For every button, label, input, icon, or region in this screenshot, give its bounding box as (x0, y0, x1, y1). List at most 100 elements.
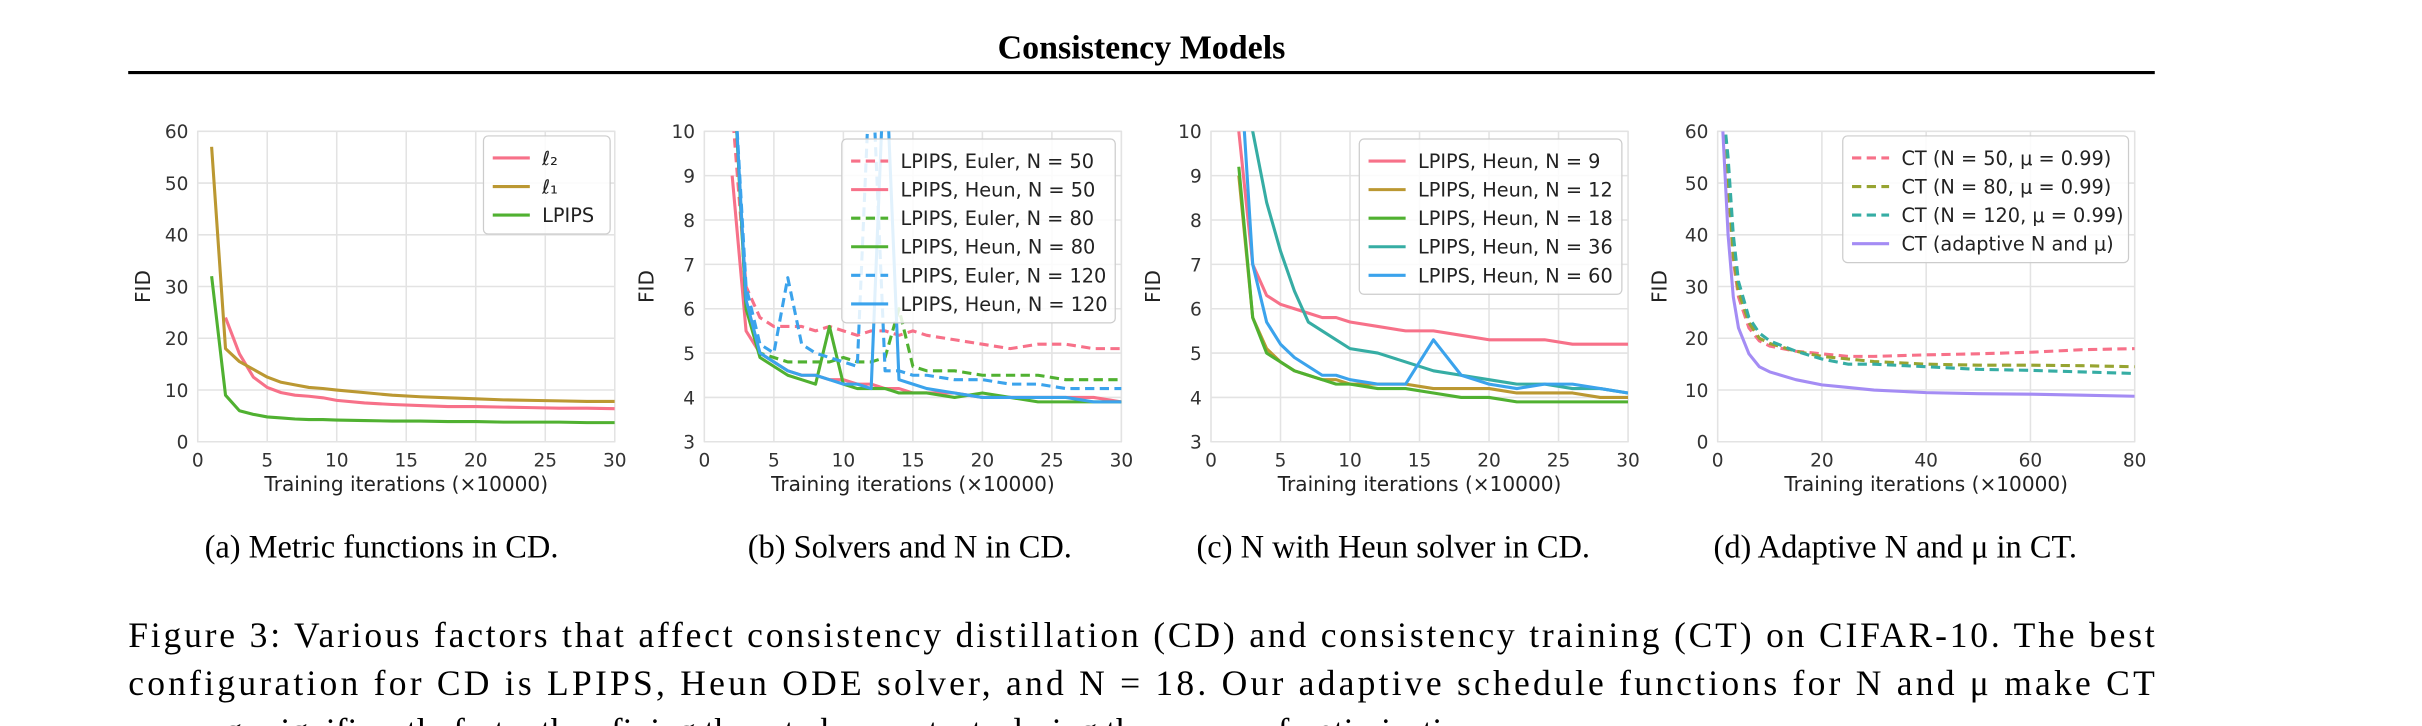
y-tick-label: 6 (1190, 300, 1202, 321)
figure-caption-line: Figure 3: Various factors that affect co… (128, 615, 2155, 655)
series-line (1721, 131, 2135, 398)
legend-entry: LPIPS, Heun, N = 36 (1418, 236, 1613, 259)
y-tick-label: 10 (1685, 381, 1709, 402)
y-tick-label: 50 (165, 174, 189, 195)
series-line (1237, 166, 1629, 404)
chart: 0 10 20 30 40 50 60 0 20 40 60 80 Training iteration… (1648, 122, 2147, 496)
y-tick-label: 4 (1190, 388, 1202, 409)
series-line (735, 131, 1122, 404)
x-tick-label: 10 (325, 450, 349, 471)
x-tick-label: 80 (2123, 450, 2147, 471)
y-tick-label: 60 (165, 122, 189, 143)
legend: LPIPS, Heun, N = 9 LPIPS, Heun, N = 12 LPI… (1358, 138, 1623, 295)
figure-caption-line: converge significantly faster than fixin… (128, 711, 1486, 726)
running-header: Consistency Models (998, 30, 1286, 67)
legend-entry: ℓ₂ (541, 147, 558, 170)
legend-entry: LPIPS, Euler, N = 50 (901, 150, 1095, 173)
x-axis-label: Training iterations (×10000) (1277, 472, 1562, 496)
x-tick-label: 15 (394, 450, 418, 471)
y-axis-label: FID (131, 270, 155, 303)
x-tick-label: 10 (832, 450, 856, 471)
x-tick-label: 40 (1914, 450, 1938, 471)
legend-box (841, 138, 1116, 324)
y-tick-label: 8 (683, 211, 695, 232)
series-line (735, 131, 1122, 382)
series-line (224, 317, 615, 411)
x-tick-label: 20 (1810, 450, 1834, 471)
y-axis-label: FID (1648, 270, 1672, 303)
series-line (210, 146, 615, 403)
chart: 3 4 5 6 7 8 9 10 0 5 10 15 20 25 30 Training iterations… (634, 122, 1134, 496)
legend-entry: LPIPS, Heun, N = 50 (901, 179, 1096, 202)
legend-entry: LPIPS, Heun, N = 120 (901, 293, 1108, 316)
legend-entry: CT (adaptive N and μ) (1901, 233, 2113, 256)
x-tick-label: 25 (533, 450, 557, 471)
chart: 0 10 20 30 40 50 60 0 5 10 15 20 25 30 Training iterat… (131, 122, 627, 496)
y-tick-label: 3 (1190, 433, 1202, 454)
series-line (732, 131, 1122, 351)
y-tick-label: 30 (1685, 277, 1709, 298)
series-line (1723, 131, 2135, 358)
y-tick-label: 7 (683, 255, 695, 276)
legend-entry: LPIPS (542, 204, 594, 227)
x-tick-label: 20 (1477, 450, 1501, 471)
legend: CT (N = 50, μ = 0.99) CT (N = 80, μ = 0.9… (1842, 135, 2130, 264)
y-tick-label: 10 (165, 381, 189, 402)
legend: ℓ₂ ℓ₁ LPIPS (482, 135, 611, 235)
legend-box (482, 135, 611, 235)
legend: LPIPS, Euler, N = 50 LPIPS, Heun, N = 50 L… (841, 138, 1116, 324)
legend-box (1358, 138, 1623, 295)
y-tick-label: 9 (1190, 167, 1202, 188)
legend-entry: LPIPS, Euler, N = 120 (901, 264, 1107, 287)
series-line (1723, 131, 2135, 369)
series-group (1237, 131, 1629, 404)
y-tick-label: 0 (1697, 433, 1709, 454)
y-axis-label: FID (634, 270, 658, 303)
x-tick-label: 5 (1275, 450, 1287, 471)
y-tick-label: 20 (165, 329, 189, 350)
x-tick-label: 0 (1712, 450, 1724, 471)
x-tick-label: 5 (768, 450, 780, 471)
series-group (1721, 131, 2135, 398)
x-axis-label: Training iterations (×10000) (770, 472, 1055, 496)
y-tick-label: 10 (672, 122, 696, 143)
x-tick-label: 20 (464, 450, 488, 471)
y-tick-label: 6 (683, 300, 695, 321)
y-tick-label: 7 (1190, 255, 1202, 276)
series-line (1242, 131, 1629, 395)
subfigure-caption: (a) Metric functions in CD. (205, 530, 559, 566)
legend-entry: LPIPS, Heun, N = 80 (901, 236, 1096, 259)
x-tick-label: 15 (901, 450, 925, 471)
series-line (1723, 131, 2135, 376)
x-tick-label: 30 (603, 450, 627, 471)
x-axis-label: Training iterations (×10000) (263, 472, 548, 496)
x-tick-label: 0 (1205, 450, 1217, 471)
y-tick-label: 5 (1190, 344, 1202, 365)
legend-entry: LPIPS, Heun, N = 12 (1418, 179, 1613, 202)
x-tick-label: 5 (261, 450, 273, 471)
x-tick-label: 30 (1110, 450, 1134, 471)
y-tick-label: 0 (177, 433, 189, 454)
x-tick-label: 60 (2019, 450, 2043, 471)
subfigure-caption: (c) N with Heun solver in CD. (1197, 530, 1590, 566)
x-tick-label: 10 (1338, 450, 1362, 471)
x-tick-label: 15 (1408, 450, 1432, 471)
x-tick-label: 25 (1547, 450, 1571, 471)
y-tick-label: 60 (1685, 122, 1709, 143)
y-tick-label: 3 (683, 433, 695, 454)
series-line (1237, 131, 1629, 346)
legend-entry: LPIPS, Heun, N = 60 (1418, 264, 1613, 287)
y-tick-label: 8 (1190, 211, 1202, 232)
y-tick-label: 40 (1685, 226, 1709, 247)
x-tick-label: 0 (192, 450, 204, 471)
y-tick-label: 30 (165, 277, 189, 298)
legend-entry: ℓ₁ (541, 175, 558, 198)
y-tick-label: 5 (683, 344, 695, 365)
legend-entry: LPIPS, Heun, N = 9 (1418, 150, 1600, 173)
legend-entry: LPIPS, Euler, N = 80 (901, 207, 1095, 230)
legend-entry: CT (N = 80, μ = 0.99) (1901, 175, 2111, 198)
series-line (210, 276, 615, 425)
legend-entry: LPIPS, Heun, N = 18 (1418, 207, 1613, 230)
